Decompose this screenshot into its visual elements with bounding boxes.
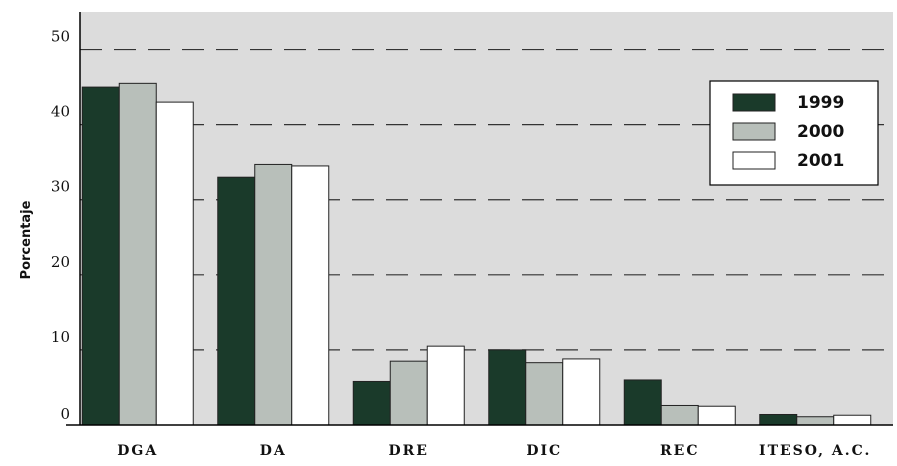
x-category-label: DGA: [117, 443, 158, 459]
y-axis-label: Porcentaje: [19, 200, 34, 279]
y-tick-label: 40: [51, 103, 70, 121]
y-tick-label: 10: [51, 328, 70, 346]
y-tick-label: 50: [51, 28, 70, 46]
bar-1999-iteso-a-c-: [759, 413, 798, 426]
bar-2001-rec: [697, 405, 736, 426]
legend-swatch-2000: [732, 122, 776, 141]
bar-1999-rec: [623, 379, 662, 426]
bar-1999-dre: [352, 380, 391, 426]
bar-1999-dga: [81, 86, 120, 426]
bar-2000-rec: [660, 404, 699, 426]
bar-1999-dic: [488, 349, 527, 426]
bar-2000-dic: [525, 362, 564, 426]
x-category-label: DIC: [526, 443, 562, 459]
bar-2001-iteso-a-c-: [833, 414, 872, 426]
bar-2000-da: [254, 163, 293, 426]
legend-label-2000: 2000: [797, 122, 844, 142]
x-category-label: ITESO, A.C.: [759, 443, 871, 459]
legend: 1999 2000 2001: [709, 80, 879, 186]
bar-2000-iteso-a-c-: [796, 416, 835, 426]
y-tick-label: 20: [51, 253, 70, 271]
x-category-label: DA: [260, 443, 287, 459]
y-tick-label: 30: [51, 178, 70, 196]
legend-label-2001: 2001: [797, 151, 844, 171]
bar-2001-dga: [155, 101, 194, 426]
legend-swatch-1999: [732, 93, 776, 112]
bars: [81, 82, 872, 426]
legend-swatch-2001: [732, 151, 776, 170]
bar-1999-da: [217, 176, 256, 426]
bar-2000-dre: [389, 360, 428, 426]
x-category-label: DRE: [389, 443, 429, 459]
bar-2001-dre: [426, 345, 465, 426]
x-axis-categories: DGA DA DRE DIC REC ITESO, A.C.: [117, 443, 871, 459]
plot-background: [80, 12, 893, 425]
bar-2000-dga: [118, 82, 157, 426]
bar-2001-da: [291, 165, 330, 426]
bar-2001-dic: [562, 358, 601, 426]
x-category-label: REC: [660, 443, 699, 459]
y-tick-label: 0: [60, 405, 70, 423]
legend-label-1999: 1999: [797, 93, 844, 113]
y-axis-ticks: 0 10 20 30 40 50: [51, 28, 70, 423]
